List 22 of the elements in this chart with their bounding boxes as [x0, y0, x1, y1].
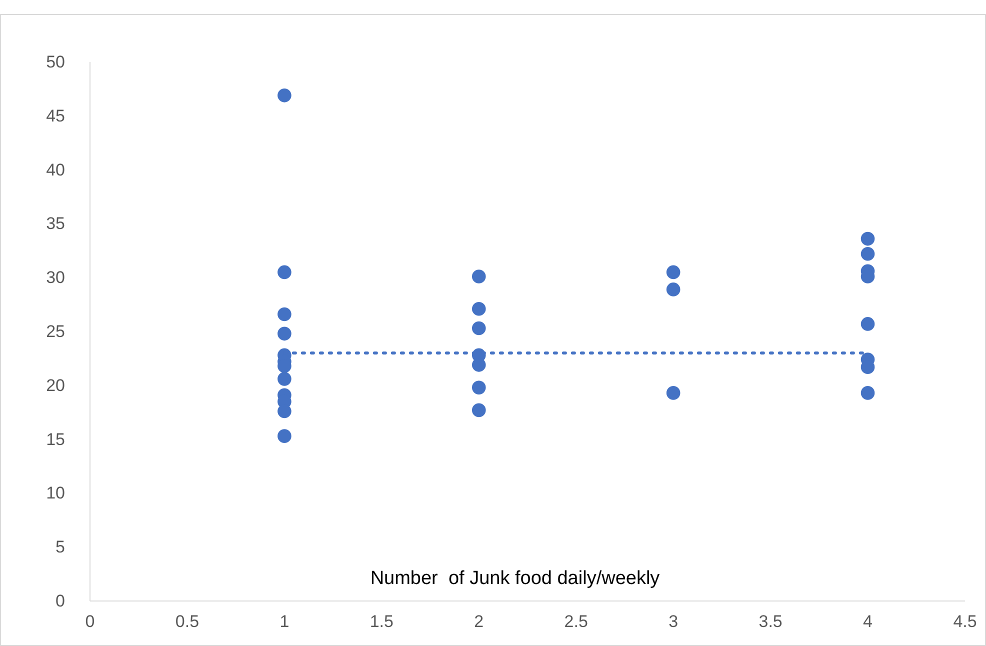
x-tick-label: 3: [668, 612, 678, 632]
y-tick-label: 0: [56, 591, 65, 610]
y-tick-label: 30: [46, 268, 65, 288]
x-tick-label: 3.5: [758, 612, 782, 632]
y-tick-label: 5: [56, 538, 65, 557]
x-tick-label: 1: [280, 612, 290, 632]
y-tick-label: 40: [46, 160, 65, 180]
x-tick-label: 4.5: [953, 612, 977, 632]
x-tick-label: 2.5: [564, 612, 588, 632]
x-tick-label: 2: [474, 612, 484, 632]
x-tick-label: 0.5: [175, 612, 200, 632]
y-tick-label: 35: [46, 214, 65, 234]
x-tick-label: 1.5: [370, 612, 394, 632]
x-tick-label: 4: [863, 612, 873, 632]
x-axis-title: Number of Junk food daily/weekly: [370, 568, 660, 589]
y-tick-label: 10: [46, 484, 65, 503]
y-tick-label: 45: [46, 106, 65, 126]
y-tick-label: 20: [46, 376, 65, 395]
y-tick-label: 25: [46, 322, 65, 341]
x-tick-label: 0: [85, 612, 95, 632]
y-tick-label: 50: [46, 52, 65, 72]
y-tick-label: 15: [46, 430, 65, 449]
